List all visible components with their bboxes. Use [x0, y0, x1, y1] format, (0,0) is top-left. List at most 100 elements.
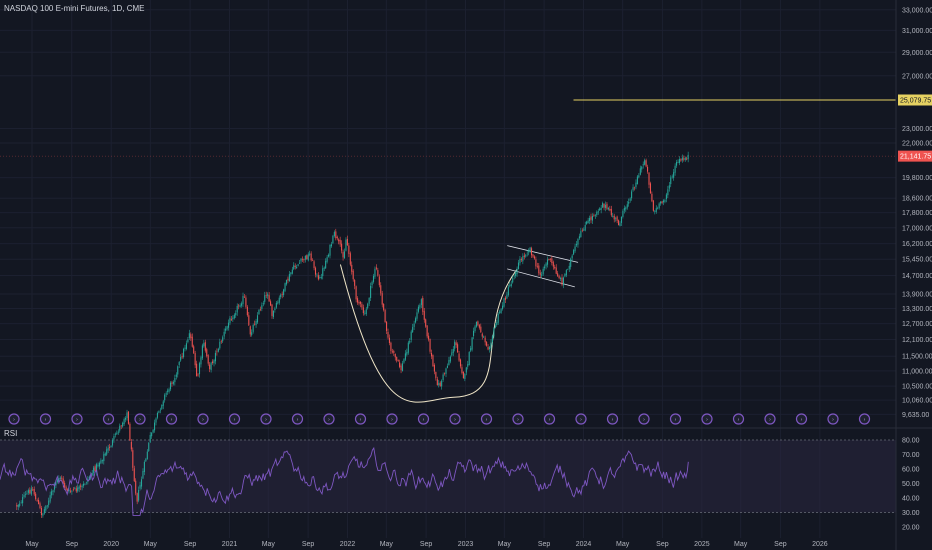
time-axis-label: Sep: [774, 541, 787, 548]
event-marker-icon[interactable]: ›: [512, 413, 524, 425]
candle-body: [484, 337, 486, 343]
event-marker-icon[interactable]: ›: [102, 413, 115, 425]
event-marker-icon[interactable]: ›: [795, 413, 808, 425]
price-axis-label: 22,000.00: [902, 141, 932, 148]
event-marker-icon[interactable]: ›: [449, 413, 461, 425]
candle-body: [198, 363, 201, 375]
candle-body: [587, 220, 589, 223]
candle-body: [154, 422, 156, 431]
candle-body: [209, 364, 211, 370]
candle-body: [649, 183, 652, 194]
event-marker-icon[interactable]: ›: [669, 413, 682, 425]
event-marker-icon[interactable]: ›: [480, 413, 493, 425]
candle-body: [175, 374, 177, 377]
candle-body: [188, 333, 190, 338]
candle-body: [133, 468, 135, 482]
event-marker-glyph: ›: [486, 417, 488, 423]
candle-body: [384, 309, 386, 323]
event-marker-circle: [386, 413, 398, 425]
candle-body: [474, 326, 476, 331]
event-marker-icon[interactable]: ›: [575, 413, 587, 425]
candle-body: [655, 208, 657, 212]
candle-body: [416, 312, 418, 319]
time-axis-label: May: [144, 541, 158, 548]
event-marker-icon[interactable]: ›: [291, 413, 304, 425]
candle-body: [681, 157, 683, 161]
candle-body: [272, 311, 275, 317]
candle-body: [64, 482, 66, 487]
event-marker-circle: [827, 413, 839, 425]
candle-body: [123, 419, 125, 425]
event-markers[interactable]: › › › › › › › › › › › › › › › › › › › › › › › › › › › ›: [8, 413, 871, 425]
candle-body: [600, 207, 602, 210]
event-marker-icon[interactable]: ›: [701, 413, 713, 425]
candle-body: [678, 159, 681, 164]
candle-body: [457, 344, 459, 353]
candle-body: [75, 488, 77, 492]
candle-body: [381, 293, 383, 305]
candle-body: [609, 208, 611, 211]
candle-body: [183, 348, 185, 357]
candle-body: [407, 342, 409, 353]
price-axis-label: 17,000.00: [902, 225, 932, 232]
price-axis-label: 12,100.00: [902, 337, 932, 344]
candle-body: [326, 257, 328, 262]
candle-body: [251, 332, 253, 336]
candle-body: [59, 477, 61, 480]
event-marker-icon[interactable]: ›: [827, 413, 839, 425]
event-marker-icon[interactable]: ›: [354, 413, 367, 425]
candle-body: [541, 274, 543, 276]
candle-body: [35, 493, 37, 499]
candle-body: [67, 489, 69, 491]
time-axis-label: Sep: [184, 541, 197, 548]
candle-body: [17, 504, 19, 508]
event-marker-glyph: ›: [13, 417, 15, 423]
event-marker-icon[interactable]: ›: [39, 413, 52, 425]
candle-body: [178, 361, 180, 365]
candle-body: [606, 203, 608, 209]
event-marker-icon[interactable]: ›: [732, 413, 745, 425]
candle-body: [49, 495, 51, 502]
candle-body: [529, 247, 531, 252]
event-marker-icon[interactable]: ›: [606, 413, 619, 425]
event-marker-icon[interactable]: ›: [543, 413, 556, 425]
price-candles: [16, 151, 689, 519]
rsi-axis-label: 30.00: [902, 510, 920, 517]
event-marker-icon[interactable]: ›: [260, 413, 272, 425]
event-marker-icon[interactable]: ›: [638, 413, 650, 425]
candle-body: [375, 267, 377, 269]
event-marker-icon[interactable]: ›: [71, 413, 83, 425]
candle-body: [291, 269, 293, 274]
candle-body: [522, 256, 524, 262]
candle-body: [332, 235, 334, 244]
candle-body: [368, 297, 370, 304]
event-marker-icon[interactable]: ›: [386, 413, 398, 425]
candle-body: [657, 208, 659, 209]
event-marker-icon[interactable]: ›: [228, 413, 241, 425]
event-marker-icon[interactable]: ›: [197, 413, 209, 425]
candle-body: [500, 309, 502, 313]
candle-body: [664, 199, 666, 202]
event-marker-icon[interactable]: ›: [323, 413, 335, 425]
candle-body: [62, 478, 64, 484]
event-marker-icon[interactable]: ›: [417, 413, 430, 425]
event-marker-icon[interactable]: ›: [764, 413, 776, 425]
candle-body: [358, 302, 360, 304]
event-marker-icon[interactable]: ›: [165, 413, 178, 425]
candle-body: [676, 161, 678, 166]
candle-body: [517, 262, 520, 270]
candle-body: [216, 351, 218, 353]
event-marker-icon[interactable]: ›: [8, 413, 20, 425]
candle-body: [33, 489, 35, 495]
candle-body: [129, 423, 131, 441]
candle-body: [507, 287, 509, 296]
event-marker-circle: [165, 413, 178, 425]
candle-body: [412, 327, 414, 333]
candle-body: [494, 325, 496, 328]
event-marker-icon[interactable]: ›: [858, 413, 871, 425]
candle-body: [568, 265, 570, 269]
candle-body: [670, 177, 672, 185]
candle-body: [510, 283, 512, 287]
event-marker-icon[interactable]: ›: [134, 413, 146, 425]
event-marker-circle: [512, 413, 524, 425]
